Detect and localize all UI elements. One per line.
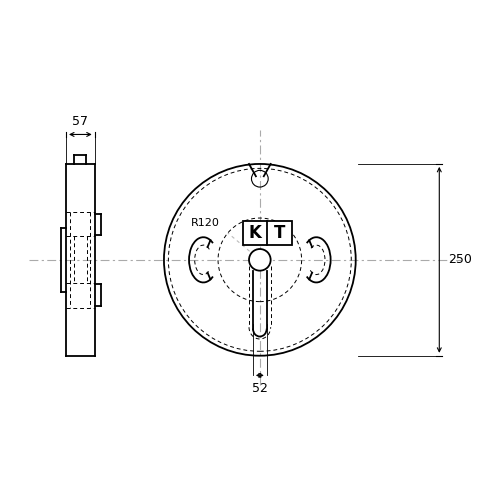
Circle shape (249, 249, 270, 270)
Text: K: K (248, 224, 262, 242)
Text: 57: 57 (72, 114, 88, 128)
Text: 250: 250 (448, 254, 472, 266)
Bar (242, 221, 292, 244)
Text: 52: 52 (252, 382, 268, 396)
Text: R120: R120 (191, 218, 220, 228)
Text: T: T (274, 224, 285, 242)
